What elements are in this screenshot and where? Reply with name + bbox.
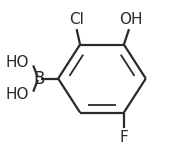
- Text: F: F: [120, 130, 128, 145]
- Text: B: B: [34, 70, 45, 87]
- Text: HO: HO: [5, 55, 29, 70]
- Text: OH: OH: [119, 12, 142, 27]
- Text: Cl: Cl: [69, 12, 84, 27]
- Text: HO: HO: [5, 87, 29, 102]
